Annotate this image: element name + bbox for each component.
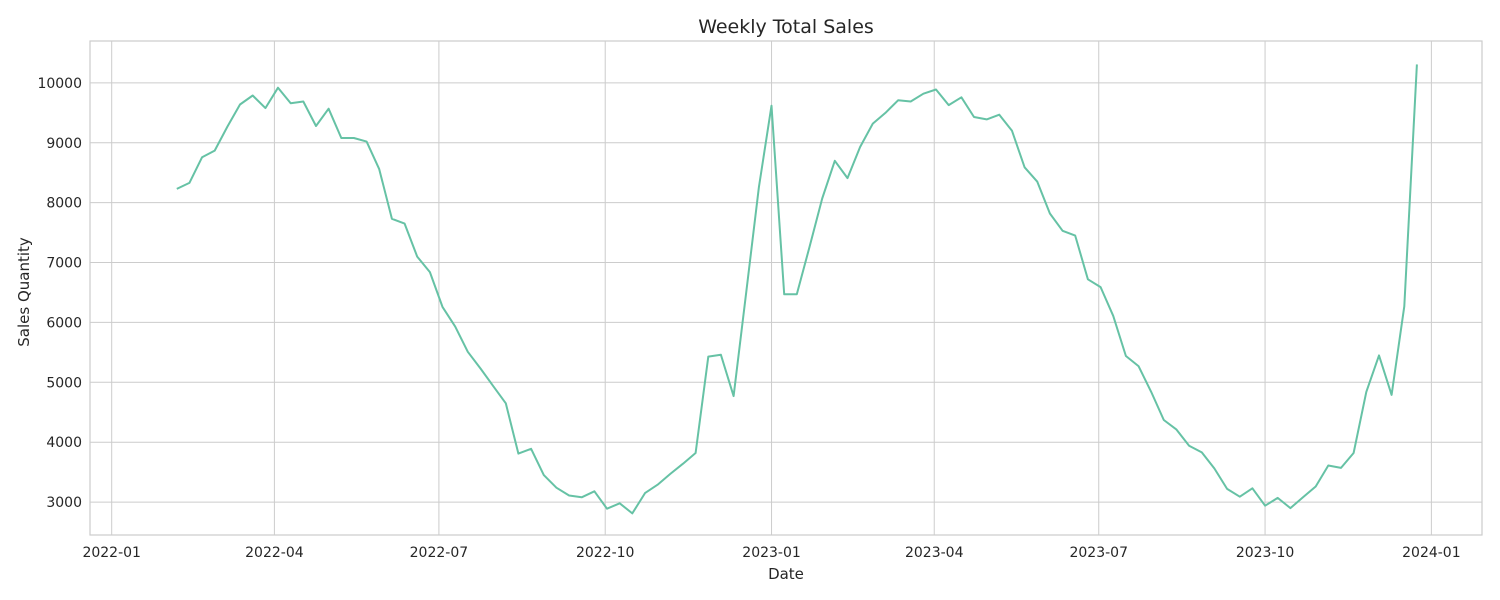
x-axis-label: Date (768, 565, 804, 583)
y-tick-labels: 3000 4000 5000 6000 7000 8000 9000 10000 (37, 76, 82, 511)
x-tick-label: 2023-07 (1069, 545, 1128, 561)
x-tick-label: 2023-01 (742, 545, 801, 561)
x-tick-label: 2024-01 (1402, 545, 1461, 561)
x-tick-labels: 2022-01 2022-04 2022-07 2022-10 2023-01 2023-… (82, 545, 1460, 561)
x-tick-label: 2023-04 (905, 545, 964, 561)
y-tick-label: 8000 (46, 196, 82, 212)
x-tick-label: 2022-10 (576, 545, 635, 561)
x-tick-label: 2022-01 (82, 545, 141, 561)
grid (90, 41, 1482, 535)
x-tick-label: 2022-07 (410, 545, 469, 561)
y-axis-label: Sales Quantity (15, 237, 33, 347)
x-tick-label: 2022-04 (245, 545, 304, 561)
chart-title: Weekly Total Sales (698, 16, 874, 38)
y-tick-label: 4000 (46, 435, 82, 451)
y-tick-label: 5000 (46, 375, 82, 391)
y-tick-label: 7000 (46, 256, 82, 272)
y-tick-label: 10000 (37, 76, 82, 92)
plot-frame (89, 40, 1483, 536)
y-tick-label: 6000 (46, 315, 82, 331)
y-tick-label: 9000 (46, 136, 82, 152)
series-line (176, 64, 1418, 515)
x-tick-label: 2023-10 (1236, 545, 1295, 561)
y-tick-label: 3000 (46, 495, 82, 511)
series-layer (176, 64, 1418, 515)
